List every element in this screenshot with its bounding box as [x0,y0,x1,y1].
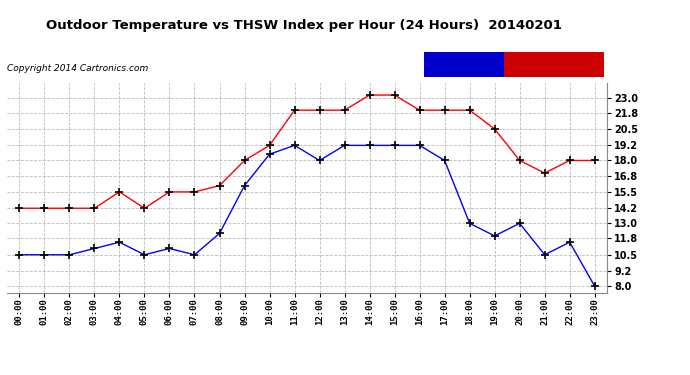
Text: Copyright 2014 Cartronics.com: Copyright 2014 Cartronics.com [7,64,148,73]
Text: Temperature  (°F): Temperature (°F) [506,60,597,69]
Text: Outdoor Temperature vs THSW Index per Hour (24 Hours)  20140201: Outdoor Temperature vs THSW Index per Ho… [46,19,562,32]
Text: THSW  (°F): THSW (°F) [426,60,480,69]
